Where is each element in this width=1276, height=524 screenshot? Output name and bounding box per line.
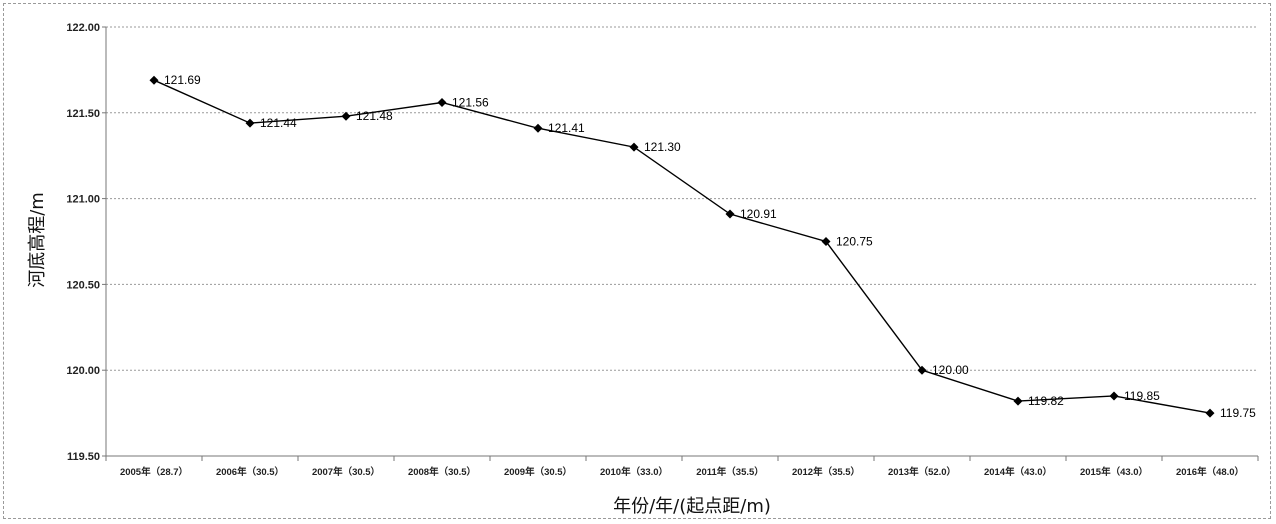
data-point-marker bbox=[533, 123, 543, 133]
data-label: 121.41 bbox=[548, 121, 585, 135]
x-tick-label: 2005年（28.7） bbox=[120, 466, 188, 478]
chart-frame bbox=[3, 3, 1271, 519]
y-tick-label: 121.50 bbox=[66, 108, 100, 120]
x-tick-label: 2008年（30.5） bbox=[408, 466, 476, 478]
x-tick-label: 2009年（30.5） bbox=[504, 466, 572, 478]
y-tick-label: 120.50 bbox=[66, 279, 100, 291]
data-label: 121.44 bbox=[260, 116, 297, 130]
y-tick-label: 122.00 bbox=[66, 22, 100, 34]
data-labels: 121.69 121.44 121.48 121.56 121.41 121.30 120.… bbox=[164, 73, 1256, 420]
data-markers bbox=[149, 75, 1215, 418]
x-tick-label: 2006年（30.5） bbox=[216, 466, 284, 478]
x-tick-label: 2012年（35.5） bbox=[792, 466, 860, 478]
x-tick-label: 2016年（48.0） bbox=[1176, 466, 1244, 478]
data-point-marker bbox=[341, 111, 351, 121]
y-tick-label: 121.00 bbox=[66, 194, 100, 206]
data-label: 121.30 bbox=[644, 140, 681, 154]
series-line-group bbox=[153, 79, 1211, 414]
axes bbox=[102, 26, 1259, 461]
data-label: 120.91 bbox=[740, 207, 777, 221]
x-tick-label: 2007年（30.5） bbox=[312, 466, 380, 478]
data-label: 119.82 bbox=[1028, 394, 1064, 408]
data-label: 120.00 bbox=[932, 363, 969, 377]
y-axis-title: 河底高程/m bbox=[27, 192, 48, 288]
data-point-marker bbox=[149, 75, 159, 85]
x-tick-labels: 2005年（28.7） 2006年（30.5） 2007年（30.5） 2008年（3… bbox=[120, 466, 1244, 478]
data-point-marker bbox=[629, 142, 639, 152]
data-label: 119.75 bbox=[1220, 406, 1256, 420]
data-label: 121.56 bbox=[452, 96, 489, 110]
series-line bbox=[153, 79, 1211, 414]
data-label: 121.69 bbox=[164, 73, 201, 87]
y-tick-labels: 122.00 121.50 121.00 120.50 120.00 119.50 bbox=[66, 22, 100, 463]
data-point-marker bbox=[1013, 396, 1023, 406]
data-point-marker bbox=[245, 118, 255, 128]
data-point-marker bbox=[437, 98, 447, 108]
gridlines bbox=[106, 26, 1258, 371]
data-label: 120.75 bbox=[836, 235, 873, 249]
x-tick-label: 2014年（43.0） bbox=[984, 466, 1052, 478]
data-point-marker bbox=[917, 365, 927, 375]
data-point-marker bbox=[821, 237, 831, 246]
y-tick-label: 120.00 bbox=[66, 365, 100, 377]
data-label: 119.85 bbox=[1124, 389, 1160, 403]
x-tick-label: 2010年（33.0） bbox=[600, 466, 668, 478]
data-point-marker bbox=[725, 209, 735, 219]
x-tick-label: 2013年（52.0） bbox=[888, 466, 956, 478]
data-label: 121.48 bbox=[356, 109, 393, 123]
data-point-marker bbox=[1205, 408, 1215, 418]
x-tick-label: 2015年（43.0） bbox=[1080, 466, 1148, 478]
x-tick-label: 2011年（35.5） bbox=[696, 466, 764, 478]
x-axis-title: 年份/年/(起点距/m) bbox=[613, 496, 771, 517]
y-tick-label: 119.50 bbox=[67, 451, 100, 463]
data-point-marker bbox=[1109, 391, 1119, 401]
